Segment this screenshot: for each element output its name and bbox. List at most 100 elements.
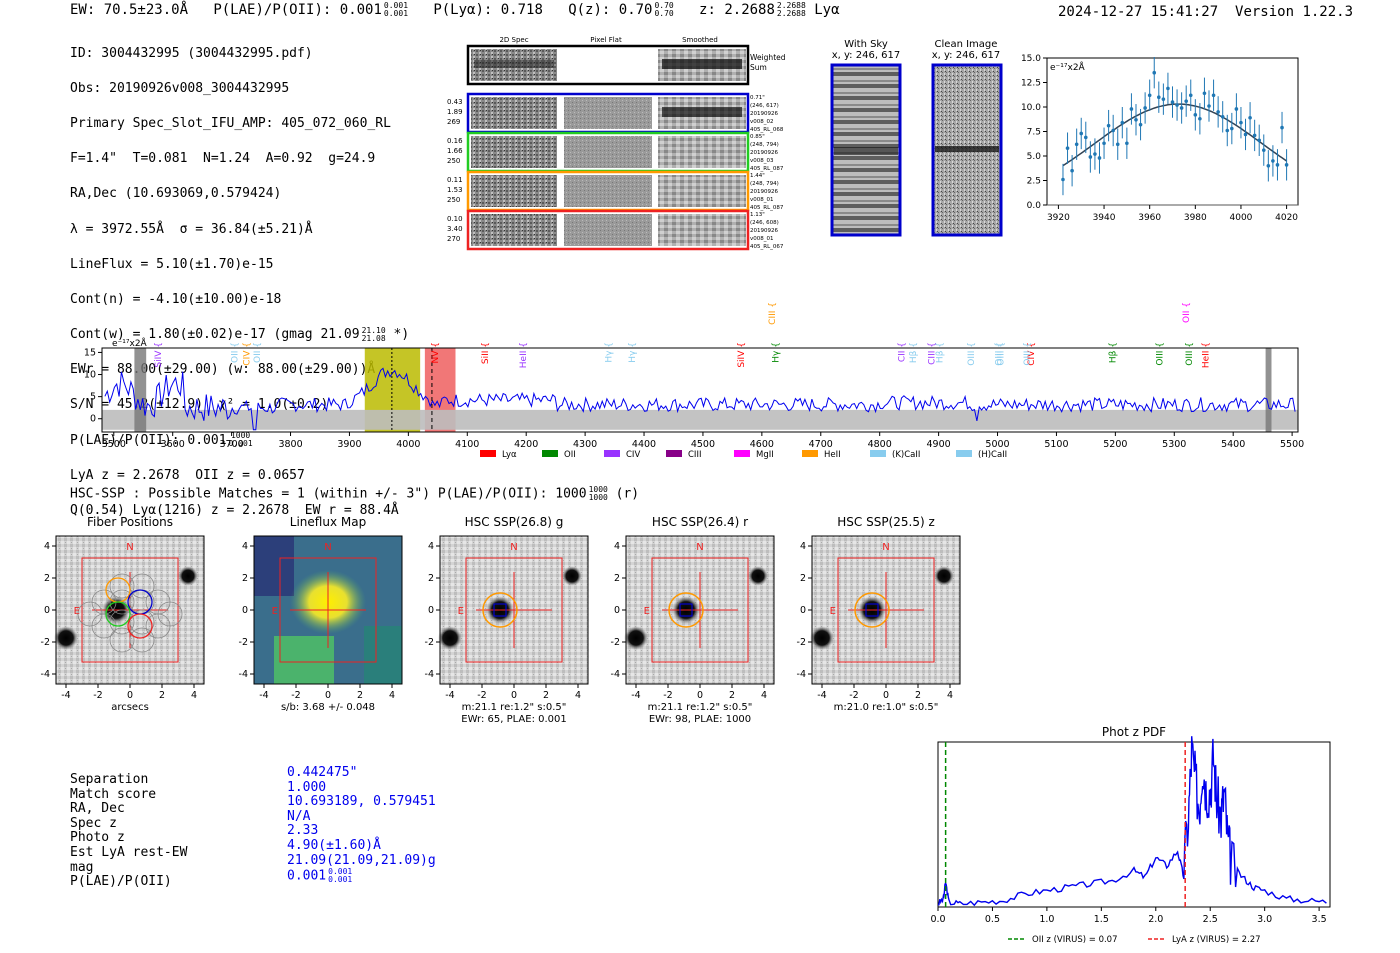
east-label: E [74, 606, 80, 617]
east-label: E [458, 606, 464, 617]
imaging-panel: HSC SSP(26.4) r N E -4 4 -2 2 0 0 2 -2 4 -4 m:21.1 re… [611, 515, 775, 723]
match-label: P(LAE)/P(OII) [70, 874, 172, 890]
cutout-right-2: (246, 608) [750, 220, 779, 226]
cutout-right-4: v008_02 [750, 119, 774, 125]
cutout-right-3: 20190926 [750, 150, 778, 156]
header-z-lo: 2.2688 [776, 9, 806, 18]
line-marker-label: SiIV { [737, 342, 747, 368]
zoom-data-point [1266, 164, 1271, 168]
header-z-line: Lyα [814, 2, 840, 18]
phot-z-pdf-plot: Phot z PDF 0.0 0.5 1.0 1.5 2.0 2.5 3.0 3.5 OII z… [930, 725, 1331, 945]
match-value: 1.000 [287, 779, 327, 795]
cutout-right-3: 20190926 [750, 189, 778, 195]
hsc-text: HSC-SSP : Possible Matches = 1 (within +… [70, 486, 587, 502]
line-marker-label: NV { [431, 342, 441, 363]
neighbor-source [438, 626, 462, 650]
info-lya: LyA z = 2.2678 OII z = 0.0657 [70, 467, 305, 483]
fiber-circle [157, 601, 183, 627]
info-contn: Cont(n) = -4.10(±10.00)e-18 [70, 291, 282, 307]
cutout-smoothed [658, 214, 746, 246]
header-plae-lo: 0.001 [383, 9, 409, 18]
imaging-panel-title: HSC SSP(25.5) z [837, 515, 935, 529]
line-marker-label: Hβ { [1108, 342, 1118, 363]
info-plae-lo: 0.001 [228, 439, 253, 449]
zoom-data-point [1120, 120, 1125, 125]
cutout-right-5: 405_RL_087 [750, 166, 784, 172]
cutout-right-5: 405_RL_067 [750, 244, 784, 250]
zoom-axes-frame [1046, 57, 1299, 206]
pdf-curve [937, 736, 1327, 907]
source-aperture [668, 592, 704, 628]
panel-caption-1: arcsecs [111, 702, 149, 713]
east-label: E [272, 606, 278, 617]
neighbor-source [54, 626, 78, 650]
cutout-left-2: 3.40 [447, 225, 463, 233]
match-labels: Separation Match score RA, Dec Spec z Photo … [70, 772, 187, 890]
match-value: N/A [287, 808, 311, 824]
full-x-tick-label: 5000 [985, 439, 1009, 450]
cutout-left-2: 1.53 [447, 186, 463, 194]
zoom-data-point [1083, 135, 1088, 140]
full-x-tick-label: 4300 [573, 439, 597, 450]
neighbor-source [810, 626, 834, 650]
info-contw: Cont(w) = 1.80(±0.02)e-17 (gmag 21.09 [70, 327, 360, 343]
zoom-data-point [1252, 133, 1257, 138]
line-marker-label: CIII { [928, 342, 938, 365]
zoom-data-point [1106, 123, 1111, 128]
zoom-data-point [1138, 122, 1143, 127]
legend-swatch [666, 450, 682, 457]
panel-x-tick-label: -4 [817, 690, 826, 701]
fiber-circle [129, 627, 155, 653]
source-aperture [854, 592, 890, 628]
panel-x-tick-label: 0 [325, 690, 331, 701]
neighbor-source [624, 626, 648, 650]
zoom-x-tick-label: 4000 [1230, 213, 1253, 223]
clean-xy: x, y: 246, 617 [932, 50, 1001, 61]
east-label: E [644, 606, 650, 617]
cutout-right-4: v008_01 [750, 236, 774, 242]
match-value: 4.90(±1.60)Å [287, 837, 381, 853]
cutout-flat [564, 175, 652, 207]
panel-y-tick-label: 0 [242, 605, 248, 616]
line-marker-label: CII { [897, 342, 907, 362]
line-marker-label: OII { [231, 342, 241, 363]
zoom-data-point [1239, 120, 1243, 125]
line-marker-label: OIII { [996, 342, 1006, 366]
zoom-x-tick-label: 3920 [1047, 213, 1070, 223]
col-2d-spec: 2D Spec [499, 36, 528, 44]
line-marker-label: OII { [1182, 302, 1192, 323]
panel-x-tick-label: 2 [543, 690, 549, 701]
imaging-panel-title: HSC SSP(26.8) g [465, 515, 564, 529]
full-x-tick-label: 3500 [102, 439, 126, 450]
panel-y-tick-label: -4 [611, 669, 620, 680]
panel-y-tick-label: -4 [239, 669, 248, 680]
panel-x-tick-label: -2 [477, 690, 486, 701]
info-fiber: F=1.4" T=0.081 N=1.24 A=0.92 g=24.9 [70, 151, 376, 167]
info-radec: RA,Dec (10.693069,0.579424) [70, 186, 282, 202]
zoom-data-point [1074, 142, 1079, 147]
pdf-x-tick-label: 3.0 [1257, 914, 1272, 925]
zoom-data-point [1147, 93, 1152, 98]
panel-x-tick-label: 2 [159, 690, 165, 701]
panel-x-tick-label: 2 [915, 690, 921, 701]
full-x-tick-label: 4800 [868, 439, 892, 450]
info-obs: Obs: 20190926v008_3004432995 [70, 80, 290, 96]
source-aperture [482, 592, 518, 628]
line-marker-label: Hγ { [771, 342, 781, 363]
imaging-panels: Fiber Positions N E -4 4 -2 2 0 0 2 -2 4 -4 arcsecs Li… [41, 515, 961, 723]
fiber-circle [77, 601, 103, 627]
cutout-flat [564, 97, 652, 129]
header-qz-hi: 0.70 [654, 1, 674, 10]
match-label: Match score [70, 786, 157, 802]
full-x-tick-label: 5400 [1221, 439, 1245, 450]
match-label: RA, Dec [70, 801, 125, 817]
legend-swatch [734, 450, 750, 457]
pdf-x-tick-label: 0.0 [930, 914, 945, 925]
cutout-row: 0.11 1.53 250 1.44" (248, 794) 20190926 v008_0… [447, 170, 784, 212]
noise-band [102, 409, 1298, 430]
panel-y-tick-label: -2 [425, 637, 434, 648]
legend-oii-label: OII z (VIRUS) = 0.07 [1032, 935, 1118, 945]
zoom-data-point [1220, 115, 1225, 119]
full-x-tick-label: 4100 [455, 439, 479, 450]
cutout-left-3: 250 [447, 157, 460, 165]
